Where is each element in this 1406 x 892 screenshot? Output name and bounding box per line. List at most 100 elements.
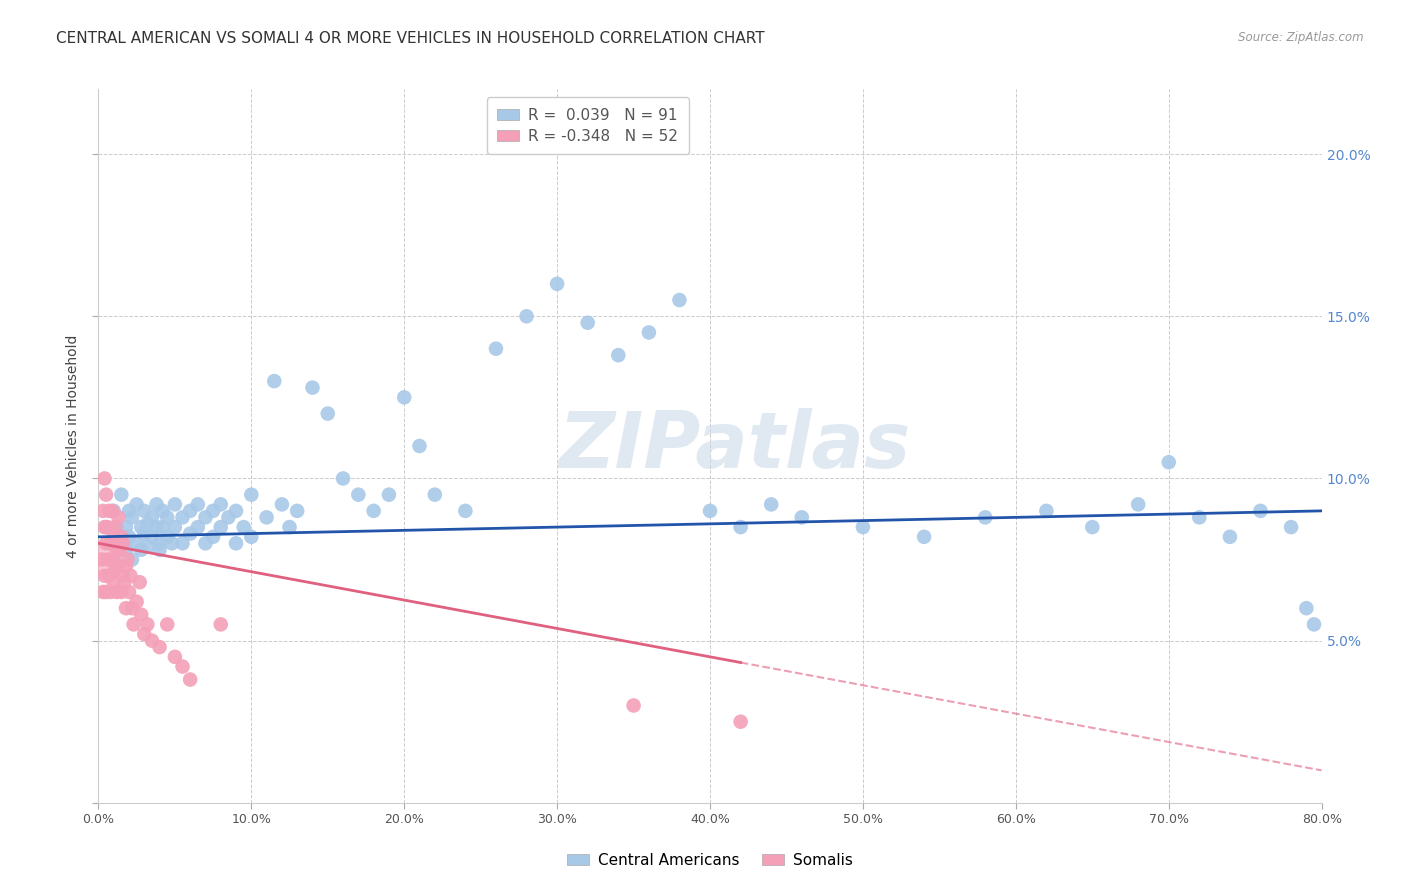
Point: [912, 530, 935, 544]
Point: [163, 497, 186, 511]
Point: [104, 562, 127, 576]
Point: [637, 326, 661, 340]
Point: [103, 575, 125, 590]
Point: [105, 520, 128, 534]
Point: [129, 607, 152, 622]
Point: [194, 536, 217, 550]
Point: [363, 504, 385, 518]
Point: [163, 649, 186, 664]
Point: [156, 510, 179, 524]
Point: [101, 504, 124, 518]
Point: [97, 552, 120, 566]
Point: [270, 497, 292, 511]
Point: [172, 510, 194, 524]
Point: [160, 536, 183, 550]
Point: [408, 439, 430, 453]
Point: [110, 530, 132, 544]
Point: [423, 488, 446, 502]
Point: [623, 698, 645, 713]
Point: [112, 575, 135, 590]
Point: [118, 504, 141, 518]
Point: [209, 617, 232, 632]
Point: [256, 510, 278, 524]
Point: [316, 407, 339, 421]
Point: [94, 520, 117, 534]
Point: [209, 497, 232, 511]
Point: [120, 568, 142, 582]
Point: [172, 536, 194, 550]
Point: [852, 520, 875, 534]
Point: [101, 552, 124, 566]
Point: [668, 293, 690, 307]
Point: [94, 585, 117, 599]
Point: [108, 542, 131, 557]
Point: [122, 617, 145, 632]
Point: [332, 471, 354, 485]
Point: [217, 510, 239, 524]
Point: [187, 520, 209, 534]
Point: [179, 504, 201, 518]
Point: [118, 585, 141, 599]
Point: [100, 536, 122, 550]
Point: [699, 504, 721, 518]
Point: [730, 520, 752, 534]
Point: [129, 520, 152, 534]
Point: [93, 568, 115, 582]
Point: [125, 595, 148, 609]
Point: [128, 575, 150, 590]
Point: [1035, 504, 1057, 518]
Point: [347, 488, 370, 502]
Point: [121, 601, 143, 615]
Point: [121, 510, 143, 524]
Point: [1157, 455, 1180, 469]
Point: [98, 568, 121, 582]
Point: [1188, 510, 1211, 524]
Point: [141, 633, 163, 648]
Point: [1081, 520, 1104, 534]
Point: [546, 277, 568, 291]
Point: [94, 488, 117, 502]
Point: [454, 504, 477, 518]
Point: [136, 540, 159, 554]
Point: [179, 526, 201, 541]
Point: [107, 559, 129, 574]
Point: [115, 520, 138, 534]
Point: [104, 520, 127, 534]
Point: [121, 552, 143, 566]
Point: [1279, 520, 1302, 534]
Point: [172, 659, 194, 673]
Point: [100, 536, 122, 550]
Point: [134, 627, 156, 641]
Point: [202, 530, 225, 544]
Point: [115, 542, 138, 557]
Point: [378, 488, 401, 502]
Point: [152, 520, 174, 534]
Text: Source: ZipAtlas.com: Source: ZipAtlas.com: [1239, 31, 1364, 45]
Point: [100, 585, 122, 599]
Point: [1219, 530, 1241, 544]
Point: [118, 530, 141, 544]
Point: [152, 504, 174, 518]
Point: [111, 568, 134, 582]
Point: [110, 488, 132, 502]
Point: [1249, 504, 1271, 518]
Point: [90, 552, 112, 566]
Point: [98, 504, 121, 518]
Point: [125, 497, 148, 511]
Point: [730, 714, 752, 729]
Point: [134, 526, 156, 541]
Point: [149, 640, 172, 654]
Point: [1303, 617, 1326, 632]
Point: [105, 542, 128, 557]
Point: [129, 542, 152, 557]
Point: [974, 510, 997, 524]
Point: [163, 520, 186, 534]
Point: [94, 536, 117, 550]
Point: [209, 520, 232, 534]
Point: [194, 510, 217, 524]
Point: [91, 504, 114, 518]
Point: [91, 585, 114, 599]
Legend: Central Americans, Somalis: Central Americans, Somalis: [561, 847, 859, 873]
Point: [107, 510, 129, 524]
Point: [179, 673, 201, 687]
